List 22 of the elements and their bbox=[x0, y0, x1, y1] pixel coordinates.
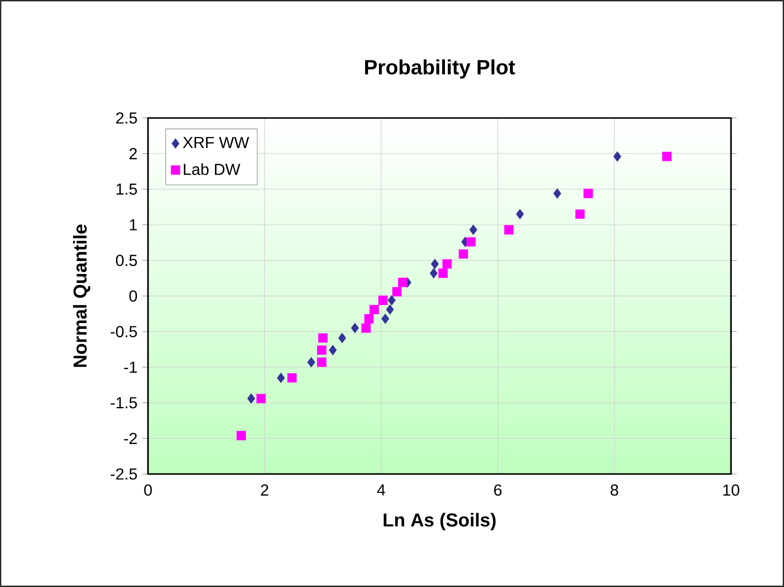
y-tick-label: -0.5 bbox=[110, 326, 137, 338]
y-tick-label: 1.5 bbox=[116, 184, 137, 195]
y-tick-label: -2.5 bbox=[110, 468, 137, 480]
legend-label: XRF WW bbox=[182, 136, 250, 148]
x-tick-label: 8 bbox=[610, 484, 618, 496]
y-tick-label: 0 bbox=[129, 290, 137, 302]
y-tick-label: -1.5 bbox=[110, 397, 137, 408]
x-tick-label: 10 bbox=[723, 484, 740, 496]
y-tick-label: -2 bbox=[124, 432, 137, 444]
y-tick-label: 2 bbox=[130, 148, 137, 160]
x-tick-label: 6 bbox=[494, 484, 502, 496]
x-tick-label: 0 bbox=[144, 484, 152, 496]
legend-label: Lab DW bbox=[184, 163, 240, 176]
y-tick-label: 0.5 bbox=[116, 254, 137, 266]
y-axis-title: Normal Quantile bbox=[73, 224, 90, 367]
x-axis-title: Ln As (Soils) bbox=[384, 512, 496, 530]
chart-title: Probability Plot bbox=[365, 59, 516, 79]
y-tick-label: -1 bbox=[124, 362, 137, 373]
y-tick-label: 1 bbox=[130, 219, 137, 230]
y-tick-label: 2.5 bbox=[116, 112, 137, 124]
x-tick-label: 4 bbox=[377, 484, 386, 496]
x-tick-label: 2 bbox=[260, 484, 268, 496]
